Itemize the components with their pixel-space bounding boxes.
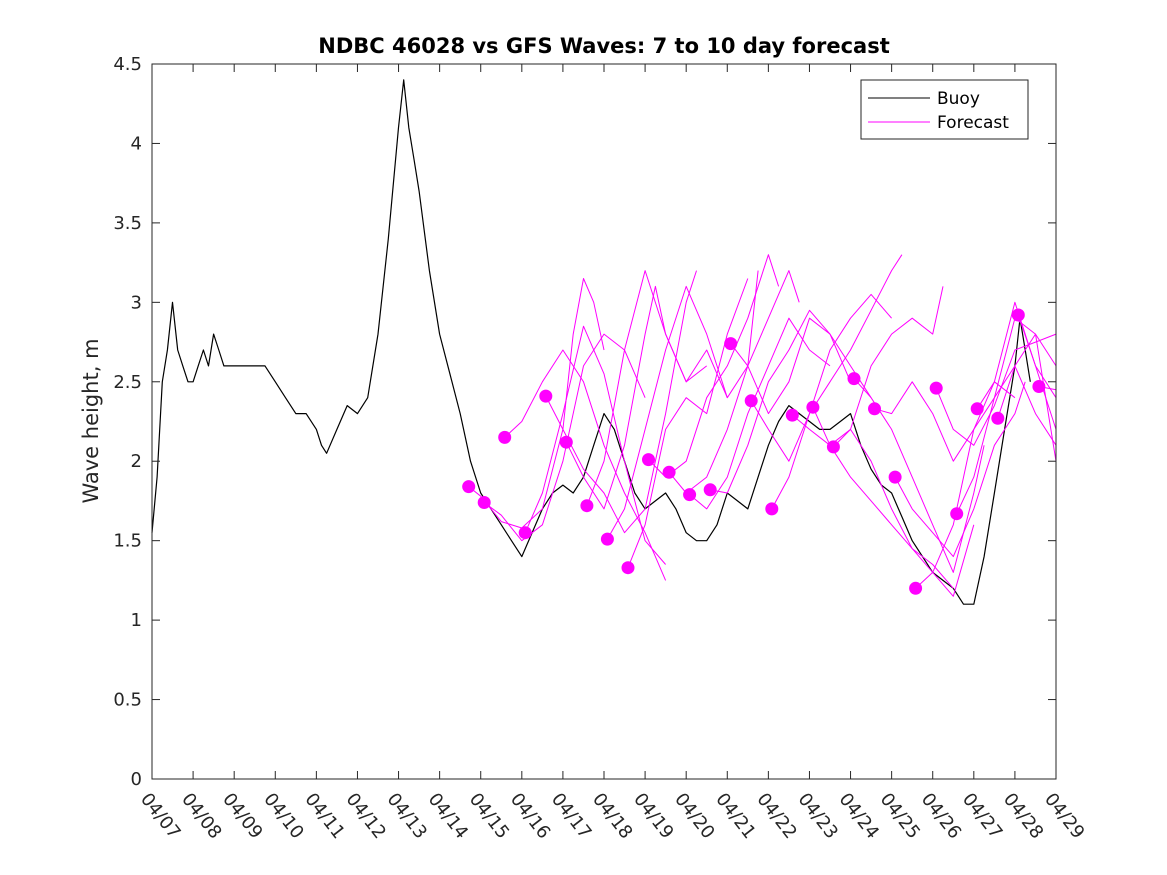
forecast-line-14 xyxy=(750,293,892,462)
y-tick-label-9: 4.5 xyxy=(113,54,142,75)
forecast-marker-18 xyxy=(826,440,840,454)
forecast-marker-14 xyxy=(744,394,758,408)
chart-title: NDBC 46028 vs GFS Waves: 7 to 10 day for… xyxy=(318,34,889,58)
forecast-marker-2 xyxy=(498,430,512,444)
y-tick-label-6: 3 xyxy=(131,292,142,313)
forecast-line-22 xyxy=(915,317,1057,589)
y-tick-label-0: 0 xyxy=(131,769,142,790)
forecast-marker-0 xyxy=(462,480,476,494)
forecast-marker-11 xyxy=(683,488,697,502)
forecast-marker-27 xyxy=(1011,308,1025,322)
forecast-marker-17 xyxy=(806,400,820,414)
forecast-marker-5 xyxy=(559,435,573,449)
forecast-line-23 xyxy=(935,333,1057,446)
forecast-marker-22 xyxy=(909,581,923,595)
forecast-marker-20 xyxy=(868,402,881,416)
y-tick-label-3: 1.5 xyxy=(113,531,142,552)
forecast-line-16 xyxy=(791,286,944,446)
forecast-marker-6 xyxy=(580,499,594,513)
forecast-marker-23 xyxy=(929,381,943,395)
forecast-line-8 xyxy=(627,278,749,568)
y-tick-label-1: 0.5 xyxy=(113,690,142,711)
forecast-line-6 xyxy=(586,270,728,506)
plot-area xyxy=(152,64,1056,779)
forecast-line-24 xyxy=(956,365,1057,514)
y-tick-label-5: 2.5 xyxy=(113,372,142,393)
forecast-marker-9 xyxy=(642,453,655,467)
legend-box xyxy=(860,79,1029,140)
forecast-marker-19 xyxy=(847,372,861,386)
forecast-marker-10 xyxy=(662,465,676,479)
forecast-line-2 xyxy=(504,349,667,581)
forecast-marker-12 xyxy=(703,483,717,497)
forecast-line-1 xyxy=(483,333,646,542)
y-tick-label-7: 3.5 xyxy=(113,213,142,234)
forecast-line-20 xyxy=(874,381,1016,462)
y-tick-label-2: 1 xyxy=(131,610,142,631)
y-axis-label: Wave height, m xyxy=(79,338,103,503)
forecast-marker-7 xyxy=(600,532,614,546)
forecast-marker-25 xyxy=(970,402,984,416)
forecast-line-21 xyxy=(894,381,1026,558)
forecast-line-27 xyxy=(1017,314,1057,430)
forecast-line-12 xyxy=(710,309,851,494)
legend: Buoy Forecast xyxy=(860,79,1029,140)
forecast-line-18 xyxy=(833,428,975,597)
forecast-marker-24 xyxy=(950,507,964,521)
forecast-marker-13 xyxy=(724,337,738,351)
legend-buoy-label: Buoy xyxy=(937,89,980,109)
forecast-marker-28 xyxy=(1032,380,1046,393)
forecast-marker-3 xyxy=(518,526,532,540)
forecast-marker-8 xyxy=(621,561,635,575)
forecast-line-15 xyxy=(771,254,903,510)
forecast-marker-21 xyxy=(888,470,902,484)
forecast-marker-26 xyxy=(991,411,1005,425)
forecast-line-3 xyxy=(524,325,666,565)
forecast-marker-15 xyxy=(765,502,779,516)
forecast-marker-4 xyxy=(539,389,553,403)
y-tick-label-4: 2 xyxy=(131,451,142,472)
forecast-line-13 xyxy=(730,317,872,415)
y-tick-label-8: 4 xyxy=(131,133,142,154)
forecast-marker-1 xyxy=(477,496,491,509)
forecast-line-7 xyxy=(606,270,759,540)
data-layer xyxy=(151,79,1057,605)
legend-forecast-label: Forecast xyxy=(937,113,1009,133)
forecast-marker-16 xyxy=(785,408,799,422)
forecast-line-0 xyxy=(468,278,605,529)
